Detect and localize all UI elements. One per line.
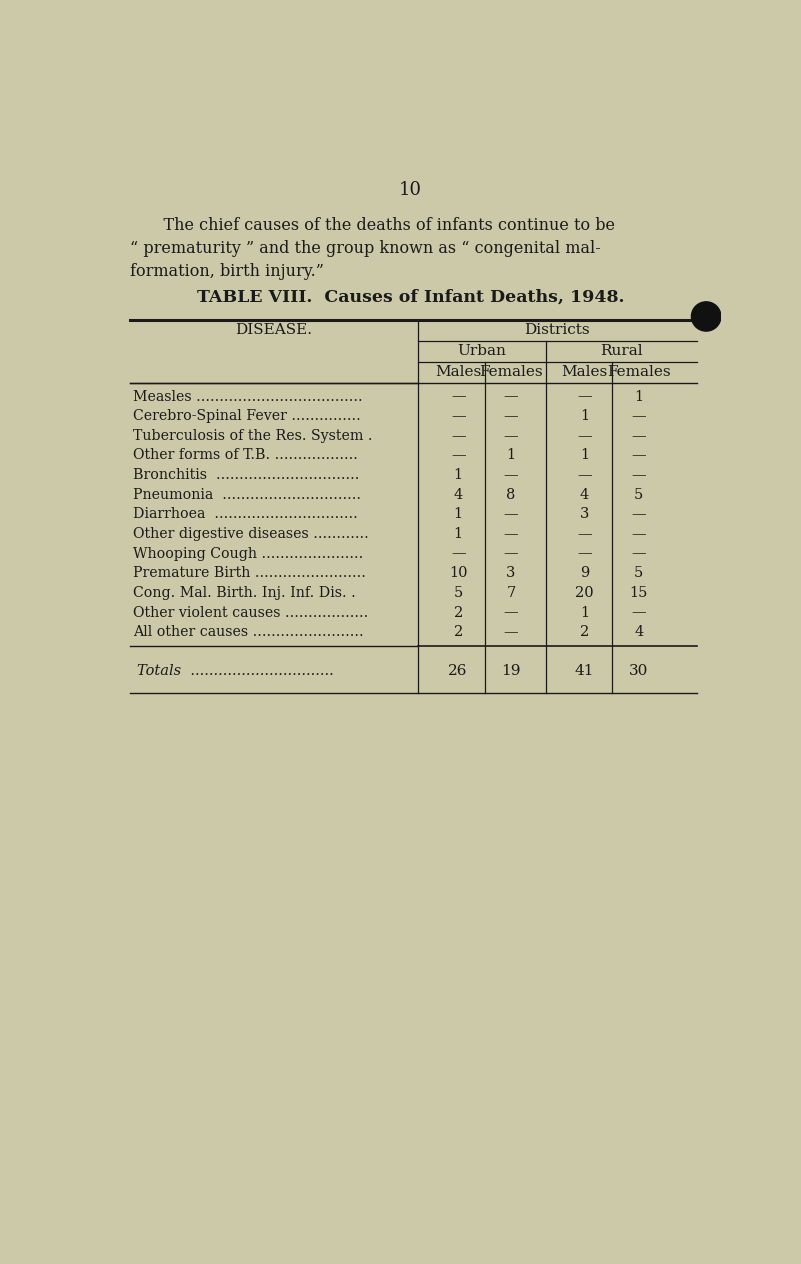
Text: All other causes ........................: All other causes .......................…	[134, 626, 364, 640]
Text: “ prematurity ” and the group known as “ congenital mal-: “ prematurity ” and the group known as “…	[130, 240, 600, 258]
Text: 4: 4	[580, 488, 589, 502]
Text: —: —	[504, 389, 518, 403]
Text: —: —	[631, 507, 646, 521]
Text: —: —	[578, 468, 592, 482]
Text: —: —	[578, 546, 592, 561]
Text: Other forms of T.B. ..................: Other forms of T.B. ..................	[134, 449, 358, 463]
Text: 1: 1	[580, 605, 589, 619]
Circle shape	[691, 302, 721, 331]
Text: 9: 9	[580, 566, 589, 580]
Text: 5: 5	[453, 586, 463, 600]
Text: Totals  ...............................: Totals ...............................	[137, 665, 334, 679]
Text: —: —	[631, 468, 646, 482]
Text: —: —	[631, 546, 646, 561]
Text: Cerebro-Spinal Fever ...............: Cerebro-Spinal Fever ...............	[134, 410, 361, 423]
Text: Other digestive diseases ............: Other digestive diseases ............	[134, 527, 369, 541]
Text: DISEASE.: DISEASE.	[235, 324, 312, 337]
Text: —: —	[504, 507, 518, 521]
Text: 15: 15	[630, 586, 648, 600]
Text: —: —	[631, 605, 646, 619]
Text: —: —	[504, 546, 518, 561]
Text: Measles ....................................: Measles ................................…	[134, 389, 363, 403]
Text: —: —	[631, 527, 646, 541]
Text: Urban: Urban	[457, 345, 506, 359]
Text: 2: 2	[453, 626, 463, 640]
Text: 7: 7	[506, 586, 516, 600]
Text: Other violent causes ..................: Other violent causes ..................	[134, 605, 368, 619]
Text: Pneumonia  ..............................: Pneumonia ..............................	[134, 488, 361, 502]
Text: —: —	[451, 546, 465, 561]
Text: —: —	[504, 428, 518, 442]
Text: —: —	[504, 527, 518, 541]
Text: Diarrhoea  ...............................: Diarrhoea ..............................…	[134, 507, 358, 521]
Text: 4: 4	[634, 626, 643, 640]
Text: 20: 20	[575, 586, 594, 600]
Text: Bronchitis  ...............................: Bronchitis .............................…	[134, 468, 360, 482]
Text: Males: Males	[435, 365, 481, 379]
Text: —: —	[504, 626, 518, 640]
Text: Rural: Rural	[600, 345, 642, 359]
Text: Cong. Mal. Birth. Inj. Inf. Dis. .: Cong. Mal. Birth. Inj. Inf. Dis. .	[134, 586, 356, 600]
Text: —: —	[578, 389, 592, 403]
Text: Whooping Cough ......................: Whooping Cough ......................	[134, 546, 364, 561]
Text: —: —	[451, 428, 465, 442]
Text: —: —	[451, 389, 465, 403]
Text: —: —	[504, 468, 518, 482]
Text: 1: 1	[453, 468, 463, 482]
Text: 8: 8	[506, 488, 516, 502]
Text: —: —	[504, 605, 518, 619]
Text: 1: 1	[580, 410, 589, 423]
Text: Tuberculosis of the Res. System .: Tuberculosis of the Res. System .	[134, 428, 373, 442]
Text: 1: 1	[580, 449, 589, 463]
Text: 26: 26	[449, 665, 468, 679]
Text: formation, birth injury.”: formation, birth injury.”	[130, 263, 324, 281]
Text: 19: 19	[501, 665, 521, 679]
Text: 2: 2	[580, 626, 589, 640]
Text: 10: 10	[399, 181, 422, 198]
Text: —: —	[631, 410, 646, 423]
Text: 5: 5	[634, 488, 643, 502]
Text: —: —	[578, 527, 592, 541]
Text: —: —	[578, 428, 592, 442]
Text: The chief causes of the deaths of infants continue to be: The chief causes of the deaths of infant…	[143, 217, 614, 234]
Text: —: —	[631, 449, 646, 463]
Text: 30: 30	[629, 665, 649, 679]
Text: —: —	[631, 428, 646, 442]
Text: —: —	[451, 449, 465, 463]
Text: —: —	[504, 410, 518, 423]
Text: 4: 4	[453, 488, 463, 502]
Text: 1: 1	[506, 449, 515, 463]
Text: 1: 1	[634, 389, 643, 403]
Text: 41: 41	[575, 665, 594, 679]
Text: Districts: Districts	[525, 324, 590, 337]
Text: Females: Females	[479, 365, 543, 379]
Text: TABLE VIII.  Causes of Infant Deaths, 1948.: TABLE VIII. Causes of Infant Deaths, 194…	[197, 288, 624, 306]
Text: 1: 1	[453, 527, 463, 541]
Text: 1: 1	[453, 507, 463, 521]
Text: 3: 3	[506, 566, 516, 580]
Text: Females: Females	[607, 365, 670, 379]
Text: 3: 3	[580, 507, 590, 521]
Text: —: —	[451, 410, 465, 423]
Text: Males: Males	[562, 365, 608, 379]
Text: 2: 2	[453, 605, 463, 619]
Text: 10: 10	[449, 566, 468, 580]
Text: 5: 5	[634, 566, 643, 580]
Text: Premature Birth ........................: Premature Birth ........................	[134, 566, 366, 580]
